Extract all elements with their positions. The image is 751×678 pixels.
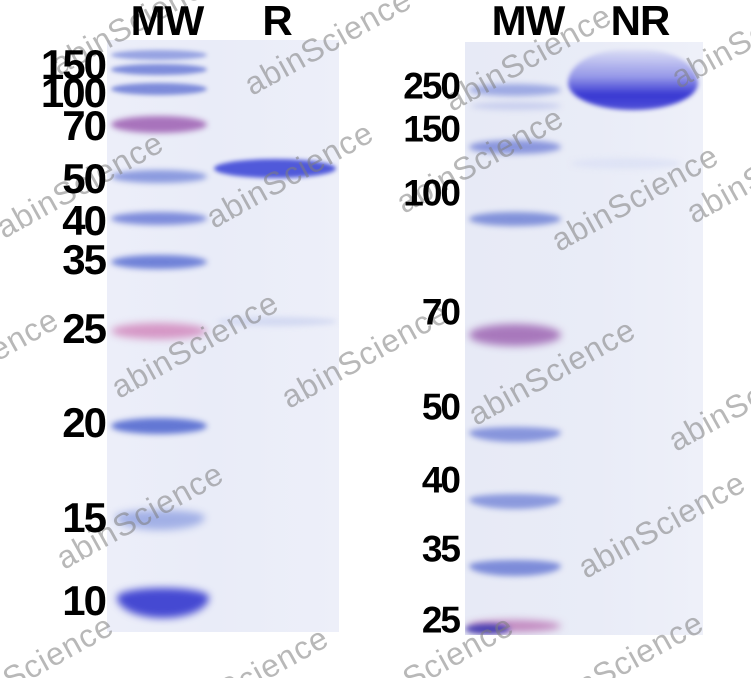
marker-label-left-10: 10 — [62, 577, 107, 624]
lane-header-right-mw: MW — [491, 0, 566, 44]
band-left-mw-100 — [111, 83, 207, 95]
band-left-mw-70 — [111, 116, 207, 133]
band-right-mw-35 — [469, 560, 561, 576]
marker-label-left-40: 40 — [62, 197, 107, 244]
lane-header-left-r: R — [262, 0, 292, 44]
band-right-mw-150 — [469, 140, 561, 154]
band-left-r-main — [214, 159, 336, 178]
lane-header-right-nr: NR — [610, 0, 671, 44]
gel-right — [465, 42, 703, 635]
marker-label-left-35: 35 — [62, 236, 107, 283]
marker-label-left-20: 20 — [62, 399, 107, 446]
marker-label-right-250: 250 — [403, 65, 461, 107]
marker-label-right-40: 40 — [421, 459, 461, 501]
band-right-nr-main — [568, 50, 698, 110]
band-right-mw-70 — [469, 324, 561, 346]
band-right-mw-40 — [469, 494, 561, 509]
band-right-mw-50 — [469, 427, 561, 442]
band-left-mw-50 — [111, 170, 207, 183]
marker-label-left-150: 150 — [40, 41, 107, 88]
band-right-mw-250-sub — [471, 102, 561, 110]
band-left-mw-20 — [111, 418, 207, 434]
marker-label-left-50: 50 — [62, 155, 107, 202]
marker-label-left-25: 25 — [62, 305, 107, 352]
band-left-mw-25 — [111, 323, 207, 339]
band-left-mw-10 — [117, 588, 209, 618]
band-left-mw-250 — [111, 50, 207, 60]
band-left-r-faint — [217, 317, 337, 326]
marker-label-left-100: 100 — [40, 69, 107, 116]
band-left-mw-15 — [115, 510, 205, 530]
marker-label-right-25: 25 — [421, 599, 461, 641]
lane-header-left-mw: MW — [130, 0, 205, 44]
marker-label-left-15: 15 — [62, 494, 107, 541]
marker-label-right-35: 35 — [421, 528, 461, 570]
band-left-mw-150 — [111, 64, 207, 75]
marker-label-left-70: 70 — [62, 102, 107, 149]
band-right-mw-250 — [469, 84, 561, 96]
band-right-mw-100 — [469, 212, 561, 226]
band-right-mw-25-core — [465, 624, 510, 634]
gel-left — [107, 40, 339, 632]
band-right-nr-sub — [571, 158, 681, 169]
marker-label-right-70: 70 — [421, 291, 461, 333]
band-left-mw-40 — [111, 212, 207, 225]
marker-label-right-150: 150 — [403, 108, 461, 150]
marker-label-right-100: 100 — [403, 172, 461, 214]
marker-label-right-50: 50 — [421, 386, 461, 428]
band-left-mw-35 — [111, 255, 207, 269]
